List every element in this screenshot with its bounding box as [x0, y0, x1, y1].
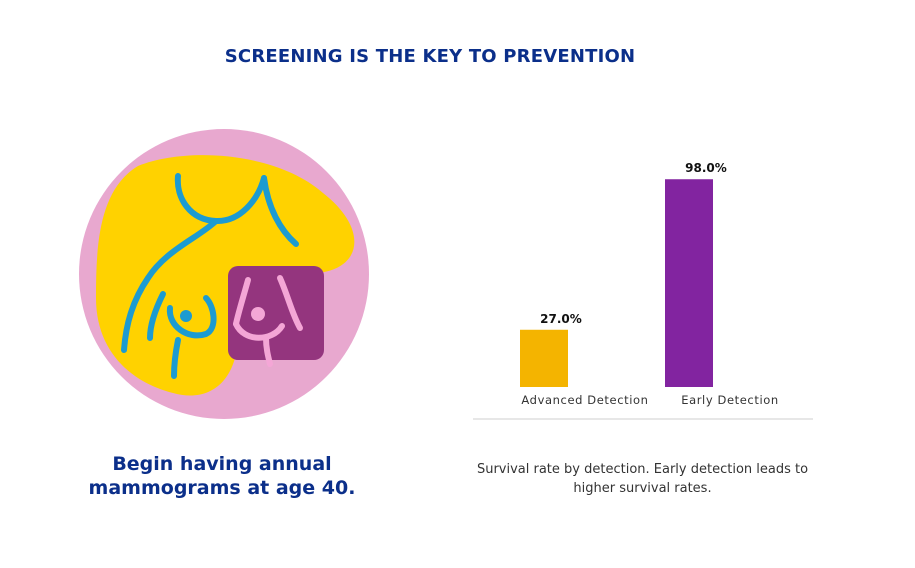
page-title: SCREENING IS THE KEY TO PREVENTION — [224, 46, 636, 67]
zoom-square — [228, 266, 324, 360]
breast-self-exam-icon — [79, 129, 369, 419]
chart-caption: Survival rate by detection. Early detect… — [476, 462, 809, 496]
torso-outline — [121, 173, 299, 379]
bar-value-label-0: 27.0% — [540, 312, 582, 326]
survival-bar-chart: 27.0% Advanced Detection 98.0% Early Detect… — [473, 161, 813, 420]
category-label-1: Early Detection — [681, 393, 779, 407]
bar-1 — [665, 179, 713, 387]
nipple-dot — [180, 310, 192, 322]
bar-value-label-1: 98.0% — [685, 161, 727, 175]
zoom-nipple-dot — [251, 307, 265, 321]
bar-0 — [520, 329, 568, 387]
zoom-outline — [233, 275, 303, 367]
screening-caption: Begin having annual mammograms at age 40… — [88, 453, 356, 499]
illustration-yellow-blob — [96, 155, 355, 396]
category-label-0: Advanced Detection — [521, 393, 648, 407]
